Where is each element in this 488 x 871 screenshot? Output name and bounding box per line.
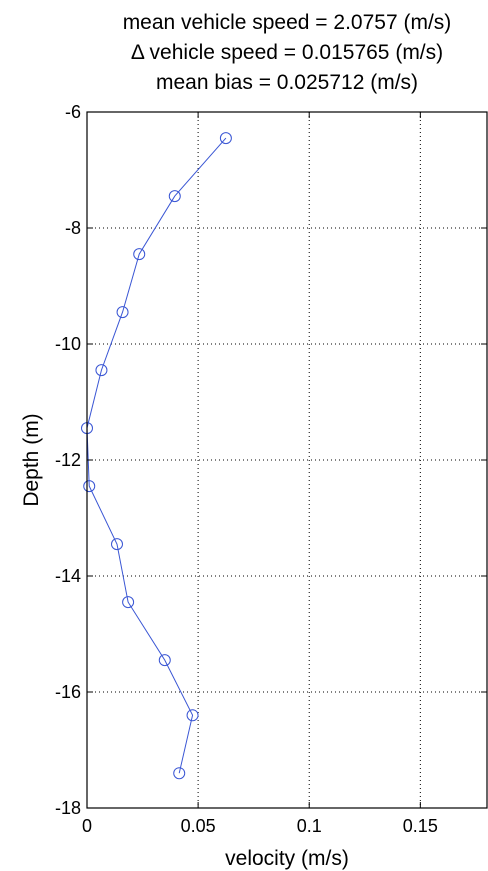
data-point-1 (168, 190, 181, 203)
data-point-3 (116, 306, 129, 319)
ticks: 0 0.05 0.1 0.15 -18 -16 -14 -12 -10 -8 -6 (55, 102, 487, 836)
y-tick-label-4: -10 (55, 334, 81, 354)
data-point-0 (219, 132, 232, 145)
data-point-8 (122, 596, 135, 609)
y-tick-label-0: -18 (55, 798, 81, 818)
x-tick-label-2: 0.1 (297, 816, 322, 836)
chart-title-line-2: Δ vehicle speed = 0.015765 (m/s) (131, 41, 443, 64)
data-point-10 (186, 709, 199, 722)
y-axis-label: Depth (m) (20, 413, 43, 506)
x-tick-label-1: 0.05 (181, 816, 216, 836)
y-tick-label-2: -14 (55, 566, 81, 586)
chart-title-line-3: mean bias = 0.025712 (m/s) (156, 71, 418, 94)
y-tick-label-6: -6 (65, 102, 81, 122)
series-0-line (86, 137, 227, 774)
x-axis-label: velocity (m/s) (225, 847, 349, 870)
data-point-6 (83, 480, 96, 493)
series-layer (81, 132, 232, 780)
grid (87, 112, 487, 808)
chart-title-line-1: mean vehicle speed = 2.0757 (m/s) (123, 11, 452, 34)
data-point-7 (111, 538, 123, 551)
data-point-9 (158, 654, 171, 667)
x-tick-label-0: 0 (82, 816, 92, 836)
data-point-2 (133, 248, 146, 261)
data-point-4 (95, 364, 108, 377)
data-point-11 (173, 767, 186, 780)
y-tick-label-3: -12 (55, 450, 81, 470)
y-tick-label-1: -16 (55, 682, 81, 702)
y-tick-label-5: -8 (65, 218, 81, 238)
x-tick-label-3: 0.15 (403, 816, 438, 836)
